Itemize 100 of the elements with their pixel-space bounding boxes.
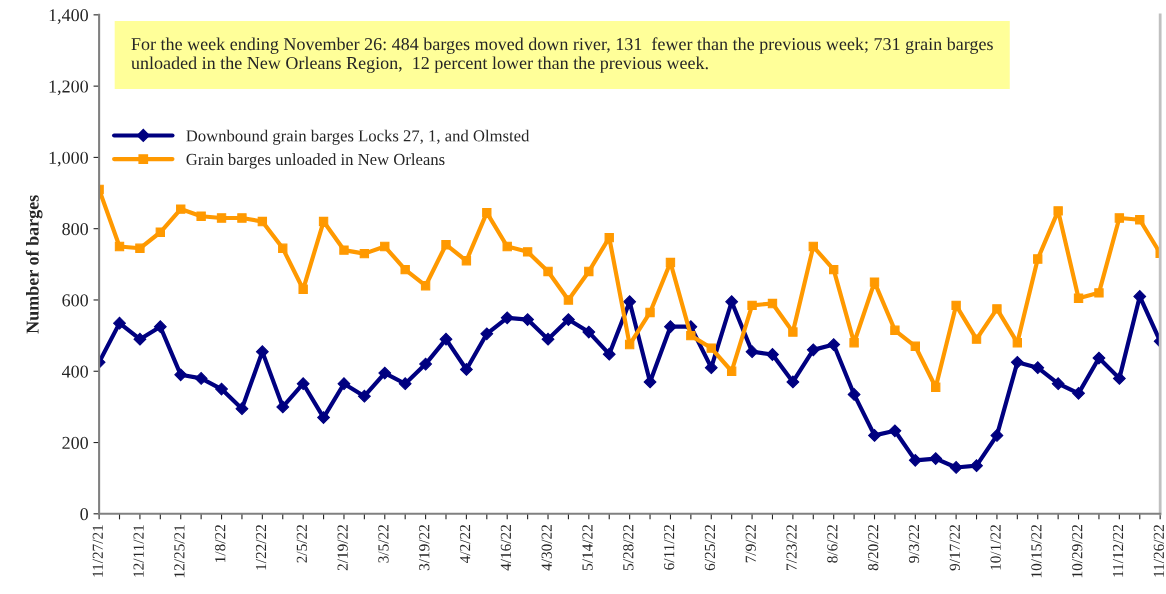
- x-tick-label: 12/25/21: [174, 525, 185, 578]
- point: [726, 366, 737, 376]
- point: [1092, 351, 1106, 365]
- point: [704, 361, 718, 375]
- point: [237, 213, 247, 223]
- point: [604, 232, 614, 243]
- point: [176, 204, 186, 214]
- point: [1114, 213, 1125, 223]
- point: [951, 300, 961, 310]
- point: [522, 247, 533, 257]
- point: [971, 334, 982, 344]
- point: [1135, 215, 1145, 225]
- point: [196, 211, 206, 221]
- point: [869, 277, 880, 287]
- point: [931, 382, 941, 392]
- y-tick-label: 800: [62, 222, 88, 236]
- x-tick-label: 2/5/22: [296, 525, 307, 563]
- point: [847, 388, 861, 401]
- point: [949, 461, 963, 474]
- y-tick-label: 600: [62, 294, 88, 307]
- point: [1072, 386, 1085, 400]
- point: [482, 207, 492, 218]
- point: [788, 327, 798, 337]
- x-tick-label: 5/14/22: [582, 525, 593, 571]
- legend-label: Grain barges unloaded in New Orleans: [186, 153, 445, 169]
- x-tick-label: 8/20/22: [868, 525, 879, 571]
- point: [908, 453, 922, 467]
- point: [543, 266, 553, 277]
- point: [563, 295, 574, 305]
- x-tick-label: 7/9/22: [745, 525, 756, 563]
- point: [459, 363, 473, 376]
- point: [910, 341, 920, 351]
- point: [398, 377, 412, 391]
- point: [602, 347, 616, 361]
- point: [706, 343, 716, 353]
- point: [1094, 288, 1104, 298]
- point: [584, 266, 594, 277]
- x-tick-label: 10/15/22: [1031, 525, 1042, 578]
- point: [786, 375, 800, 389]
- point: [582, 325, 596, 339]
- point: [1051, 377, 1065, 391]
- point: [400, 264, 410, 275]
- point: [992, 304, 1002, 314]
- x-tick-label: 9/17/22: [949, 525, 960, 571]
- point: [645, 307, 655, 318]
- y-axis-title: Number of barges: [25, 195, 43, 334]
- point: [420, 281, 431, 291]
- point: [766, 348, 779, 361]
- point: [1010, 355, 1024, 369]
- point: [665, 257, 676, 268]
- point: [114, 241, 125, 252]
- point: [868, 428, 881, 442]
- point: [1033, 254, 1043, 264]
- point: [255, 345, 269, 359]
- x-tick-label: 2/19/22: [337, 525, 348, 571]
- point: [235, 402, 249, 416]
- point: [318, 216, 329, 227]
- point: [767, 298, 778, 309]
- point: [808, 241, 818, 252]
- x-tick-label: 5/28/22: [623, 525, 634, 571]
- point: [357, 389, 371, 403]
- point: [888, 424, 902, 438]
- point: [970, 459, 983, 473]
- y-tick-label: 1,200: [49, 80, 88, 96]
- point: [1073, 293, 1084, 303]
- point: [113, 316, 126, 330]
- point: [929, 452, 943, 465]
- point: [829, 264, 839, 275]
- point: [216, 213, 227, 223]
- y-tick-label: 0: [80, 508, 88, 521]
- point: [1031, 361, 1045, 375]
- point: [194, 371, 208, 385]
- point: [849, 338, 859, 348]
- point: [990, 428, 1004, 442]
- x-tick-label: 1/8/22: [215, 525, 226, 562]
- point: [419, 357, 432, 371]
- x-tick-label: 4/30/22: [541, 525, 552, 571]
- point: [1112, 371, 1126, 385]
- point: [686, 330, 696, 341]
- annotation: For the week ending November 26: 484 barges moved down river, 131 fewer than the previous week; 731 grain barges unloaded in the New Orleans Region, 12 percent lower than the previous week.: [131, 37, 993, 73]
- point: [296, 377, 310, 391]
- y-tick-label: 200: [62, 436, 88, 449]
- x-tick-label: 4/16/22: [500, 525, 512, 571]
- x-tick-label: 3/5/22: [378, 525, 389, 563]
- point: [439, 332, 453, 346]
- point: [155, 227, 166, 237]
- point: [378, 366, 392, 380]
- point: [827, 338, 841, 351]
- point: [500, 311, 514, 325]
- point: [541, 332, 555, 346]
- point: [806, 343, 820, 357]
- x-tick-label: 11/26/22: [1153, 525, 1164, 577]
- point: [215, 382, 228, 396]
- x-tick-label: 3/19/22: [419, 525, 430, 571]
- point: [276, 400, 290, 414]
- x-tick-label: 12/11/21: [133, 525, 144, 577]
- point: [257, 216, 268, 227]
- x-tick-label: 11/12/22: [1112, 525, 1124, 577]
- point: [562, 313, 575, 326]
- point: [1012, 338, 1023, 348]
